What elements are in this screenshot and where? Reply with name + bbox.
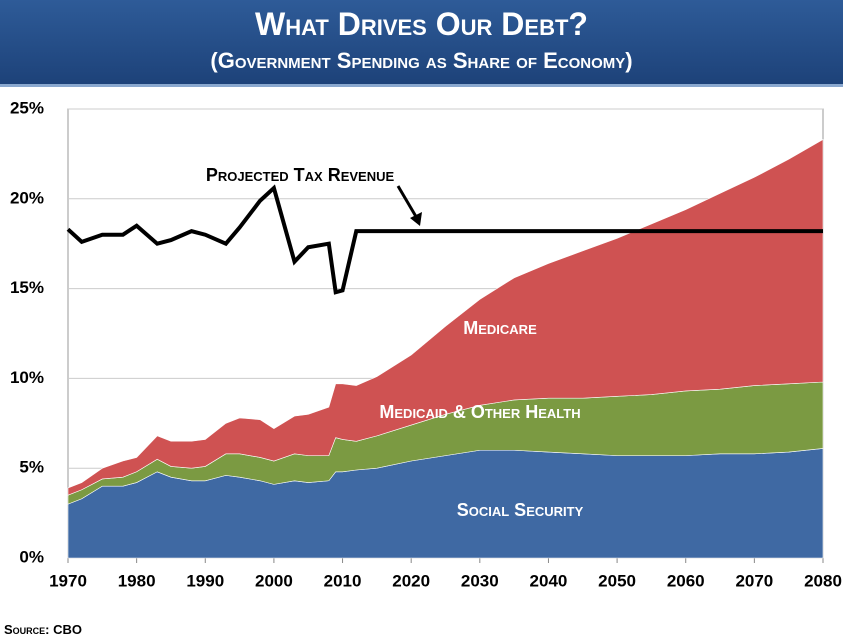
subtitle: (Government Spending as Share of Economy… [210,48,633,73]
x-tick-label: 2040 [530,571,568,590]
area-label: Medicare [463,318,537,338]
x-tick-label: 2000 [255,571,293,590]
x-tick-label: 2060 [667,571,705,590]
area-label: Medicaid & Other Health [379,402,581,422]
area-label: Social Security [456,500,584,520]
tax-line [66,184,823,295]
y-tick-label: 20% [10,188,44,207]
x-tick-label: 2080 [804,571,842,590]
y-tick-label: 15% [10,278,44,297]
y-tick-label: 10% [10,368,44,387]
x-tick-label: 2050 [598,571,636,590]
arrow-head [410,212,422,226]
line-label: Projected Tax Revenue [206,165,395,185]
x-tick-label: 2070 [735,571,773,590]
area [67,139,824,496]
x-tick-label: 1980 [118,571,156,590]
x-tick-label: 2020 [392,571,430,590]
banner: What Drives Our Debt? (Government Spendi… [0,0,843,87]
source: Source: CBO [4,622,83,637]
x-tick-label: 1970 [49,571,87,590]
x-tick-label: 2010 [324,571,362,590]
x-tick-label: 2030 [461,571,499,590]
arrow [396,185,420,221]
y-tick-label: 5% [19,458,44,477]
y-tick-label: 0% [19,547,44,566]
x-tick-label: 1990 [186,571,224,590]
y-tick-label: 25% [10,98,44,117]
title: What Drives Our Debt? [255,6,588,42]
